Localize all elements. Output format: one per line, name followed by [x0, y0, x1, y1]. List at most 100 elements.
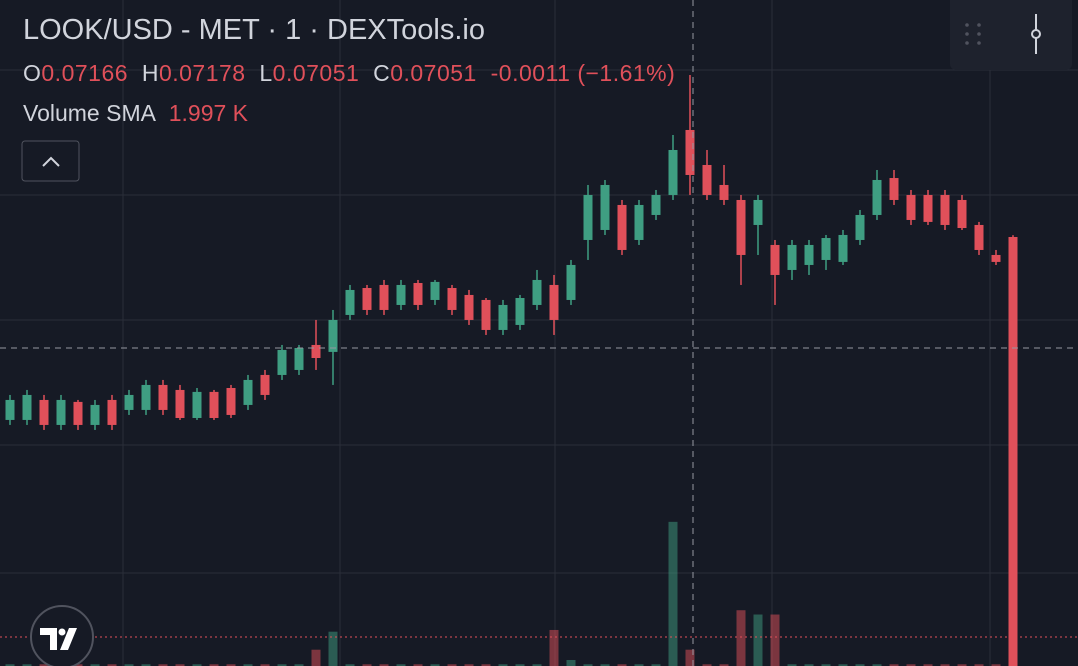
volume-bar [379, 664, 389, 666]
candle-body [328, 319, 338, 352]
volume-bar [396, 664, 406, 666]
candle-body [923, 194, 933, 222]
volume-bar [209, 664, 219, 666]
volume-bar [923, 664, 933, 666]
h-label: H [141, 60, 159, 86]
symbol-title: LOOK/USD - MET · 1 · DEXTools.io [23, 14, 485, 46]
candle-body [974, 224, 984, 250]
volume-bar [821, 664, 831, 666]
candle-body [158, 384, 168, 410]
toolbar-panel [950, 0, 1072, 70]
candle-body [141, 384, 151, 410]
candle-body [685, 129, 695, 175]
volume-bar [124, 664, 134, 666]
candle-body [906, 194, 916, 220]
candle-body [124, 394, 134, 410]
candle-body [617, 204, 627, 250]
candle-body [583, 194, 593, 240]
volume-bar [702, 664, 712, 666]
candle-body [1008, 237, 1018, 263]
candle-body [532, 279, 542, 305]
candle-body [804, 244, 814, 265]
candle-body [90, 404, 100, 425]
candle-body [22, 394, 32, 420]
candle-body [396, 284, 406, 305]
volume-bar [957, 664, 967, 666]
volume-bar [481, 664, 491, 666]
volume-bar [311, 649, 321, 666]
volume-sma: 1.997 K [168, 100, 249, 126]
candle-body [226, 387, 236, 415]
volume-layer [5, 237, 1018, 666]
volume-bar [260, 664, 270, 666]
candle-body [855, 214, 865, 240]
candle-body [498, 304, 508, 330]
candle-layer [5, 74, 1018, 430]
candle-body [600, 184, 610, 230]
volume-bar [991, 664, 1001, 666]
volume-bar [107, 664, 117, 666]
logo-dot [58, 628, 66, 636]
logo-mark [40, 628, 77, 650]
candle-body [294, 347, 304, 370]
volume-row: Volume SMA 1.997 K [23, 100, 248, 127]
candle-body [838, 234, 848, 262]
volume-bar [5, 664, 15, 666]
volume-bar [362, 664, 372, 666]
candle-body [362, 288, 372, 310]
c-value: 0.07051 [390, 60, 477, 86]
volume-bar [719, 664, 729, 666]
chevron-icon [42, 156, 60, 167]
candle-body [872, 179, 882, 215]
candle-body [515, 298, 525, 325]
candle-body [277, 349, 287, 375]
volume-bar [447, 664, 457, 666]
candle-body [549, 284, 559, 320]
settings-icon[interactable] [1031, 14, 1041, 54]
drag-handle[interactable] [965, 23, 981, 45]
candle-body [345, 289, 355, 315]
volume-bar [141, 664, 151, 666]
volume-bar [804, 664, 814, 666]
candle-body [447, 288, 457, 310]
candle-body [566, 264, 576, 300]
candle-body [379, 284, 389, 310]
candle-body [634, 204, 644, 240]
logo[interactable] [30, 605, 94, 666]
volume-label: Volume SMA [23, 100, 156, 126]
volume-bar [192, 664, 202, 666]
candle-body [5, 399, 15, 420]
change: -0.0011 [490, 60, 571, 86]
volume-bar [294, 664, 304, 666]
volume-bar [90, 664, 100, 666]
volume-bar [600, 664, 610, 666]
collapse-button[interactable] [21, 140, 80, 182]
volume-bar [753, 614, 763, 666]
volume-bar [566, 659, 576, 666]
volume-bar [838, 664, 848, 666]
volume-bar [226, 664, 236, 666]
volume-bar [651, 664, 661, 666]
volume-bar [787, 664, 797, 666]
volume-bar [345, 664, 355, 666]
volume-bar [770, 614, 780, 666]
volume-bar [515, 664, 525, 666]
candle-body [413, 283, 423, 305]
candle-body [702, 164, 712, 195]
candle-body [668, 149, 678, 195]
volume-bar [277, 664, 287, 666]
volume-bar [549, 629, 559, 666]
candle-body [651, 194, 661, 215]
o-label: O [23, 60, 42, 86]
volume-bar [668, 521, 678, 666]
volume-bar [634, 664, 644, 666]
candle-body [192, 391, 202, 418]
volume-bar [430, 664, 440, 666]
candle-body [736, 199, 746, 255]
candle-body [39, 399, 49, 425]
candle-body [311, 344, 321, 358]
candle-body [73, 401, 83, 425]
volume-bar [617, 664, 627, 666]
volume-bar [974, 664, 984, 666]
